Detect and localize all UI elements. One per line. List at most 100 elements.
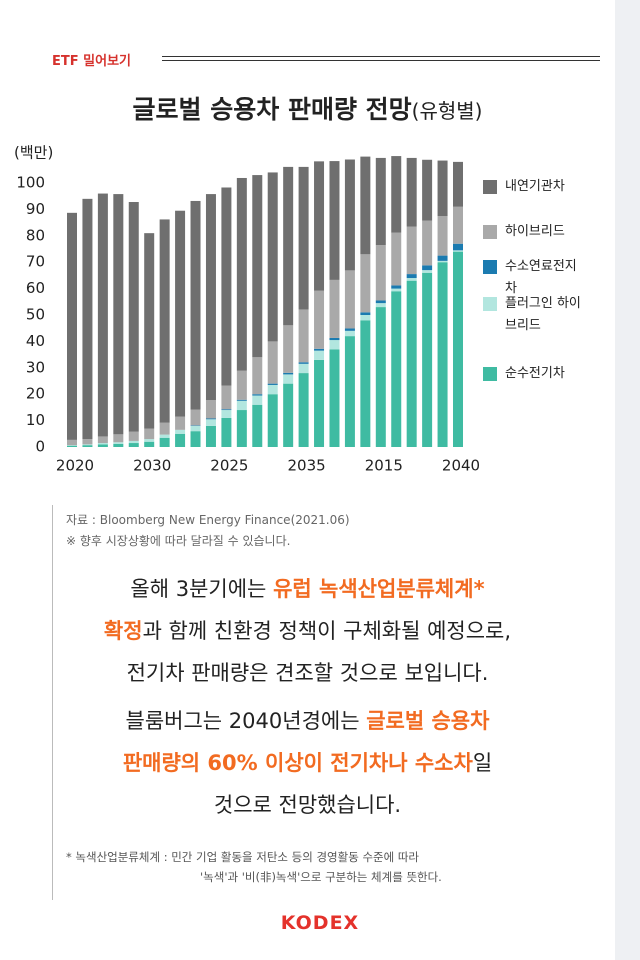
bar-segment <box>360 156 371 255</box>
text-segment: 과 함께 친환경 정책이 구체화될 예정으로, <box>142 619 512 643</box>
bar-segment <box>283 372 294 375</box>
bar-segment <box>422 270 433 273</box>
bar-segment <box>422 272 433 447</box>
bar-segment <box>453 206 463 244</box>
bar-segment <box>67 445 77 447</box>
paragraph-line: 전기차 판매량은 견조할 것으로 보입니다. <box>0 652 615 694</box>
bar-segment <box>437 260 448 263</box>
bar-segment <box>360 312 371 315</box>
text-segment: 전기차 판매량은 견조할 것으로 보입니다. <box>126 661 489 685</box>
bar-segment <box>67 439 77 446</box>
source-rule <box>52 505 53 900</box>
text-segment: 것으로 전망했습니다. <box>213 793 402 817</box>
legend-label: 수소연료전지차 <box>505 259 577 296</box>
legend-label: 하이브리드 <box>505 224 565 239</box>
x-tick-label: 2020 <box>56 457 94 475</box>
bar-segment <box>221 187 232 386</box>
text-segment: 유럽 녹색산업분류체계* <box>273 577 485 601</box>
bar-segment <box>298 166 309 310</box>
bar-segment <box>252 357 263 395</box>
bar-segment <box>128 443 139 447</box>
text-segment: 글로벌 승용차 <box>366 709 490 733</box>
x-tick-label: 2030 <box>133 457 171 475</box>
x-tick-label: 2040 <box>442 457 480 475</box>
legend-item: 플러그인 하이브리드 <box>483 296 585 337</box>
bar-segment <box>267 341 278 384</box>
bar-segment <box>82 444 93 446</box>
bar-segment <box>236 177 247 371</box>
bar-segment <box>175 429 186 434</box>
bar-segment <box>437 160 448 216</box>
bar-segment <box>360 254 371 313</box>
bar-segment <box>344 328 355 331</box>
bar-segment <box>391 285 402 289</box>
y-tick-label: 30 <box>26 358 45 376</box>
bar-segment <box>344 159 355 271</box>
chart-subtitle: (유형별) <box>411 99 483 123</box>
bar-segment <box>391 291 402 447</box>
bar-segment <box>144 439 155 442</box>
bar-segment <box>97 444 108 447</box>
bar-segment <box>113 442 124 444</box>
bar-segment <box>391 288 402 292</box>
legend-swatch <box>483 260 497 274</box>
y-tick-label: 100 <box>16 174 45 192</box>
y-tick-label: 20 <box>26 385 45 403</box>
x-tick-label: 2025 <box>210 457 248 475</box>
side-strip <box>615 0 640 960</box>
bar-segment <box>128 202 139 432</box>
bar-segment <box>453 250 463 252</box>
bar-segment <box>453 243 463 251</box>
bar-segment <box>144 233 155 429</box>
bar-segment <box>252 395 263 405</box>
bar-segment <box>406 280 417 447</box>
bar-segment <box>314 348 325 351</box>
text-segment: 일 <box>472 751 493 775</box>
y-tick-label: 80 <box>26 226 45 244</box>
y-tick-label: 10 <box>26 411 45 429</box>
bar-segment <box>283 383 294 447</box>
bar-segment <box>97 443 108 445</box>
header-rule <box>162 56 600 61</box>
bar-segment <box>329 161 340 280</box>
bar-segment <box>437 216 448 256</box>
bar-segment <box>236 410 247 447</box>
bar-segment <box>298 373 309 447</box>
bar-segment <box>159 422 170 435</box>
bar-segment <box>422 265 433 271</box>
bar-segment <box>175 433 186 447</box>
bar-segment <box>314 359 325 447</box>
bar-segment <box>360 320 371 447</box>
bar-segment <box>406 278 417 281</box>
bar-segment <box>159 437 170 447</box>
bar-segment <box>375 300 386 304</box>
title-wrap: 글로벌 승용차 판매량 전망(유형별) <box>0 90 615 126</box>
bar-segment <box>267 172 278 342</box>
legend-label: 순수전기차 <box>505 366 565 381</box>
bar-segment <box>283 325 294 373</box>
bar-segment <box>314 290 325 349</box>
y-tick-label: 70 <box>26 253 45 271</box>
paragraph-line: 것으로 전망했습니다. <box>0 784 615 826</box>
bar-segment <box>406 226 417 275</box>
footnote: * 녹색산업분류체계 : 민간 기업 활동을 저탄소 등의 경영활동 수준에 따… <box>66 850 419 864</box>
bar-segment <box>82 445 93 447</box>
legend-item: 순수전기차 <box>483 366 585 385</box>
y-axis-label: (백만) <box>14 144 53 162</box>
bar-segment <box>190 425 201 426</box>
disclaimer: ※ 향후 시장상황에 따라 달라질 수 있습니다. <box>66 534 291 548</box>
bar-segment <box>267 383 278 385</box>
bar-segment <box>67 212 77 440</box>
text-segment: 블룸버그는 2040년경에는 <box>125 709 367 733</box>
bar-segment <box>375 245 386 301</box>
bar-segment <box>221 409 232 411</box>
legend-item: 내연기관차 <box>483 179 585 198</box>
bar-segment <box>391 232 402 286</box>
text-segment: 판매량의 60% 이상이 전기차나 수소차 <box>122 751 473 775</box>
chart-title: 글로벌 승용차 판매량 전망 <box>132 95 412 124</box>
bar-segment <box>236 400 247 411</box>
bar-segment <box>391 156 402 233</box>
legend-item: 하이브리드 <box>483 224 585 243</box>
legend-swatch <box>483 180 497 194</box>
